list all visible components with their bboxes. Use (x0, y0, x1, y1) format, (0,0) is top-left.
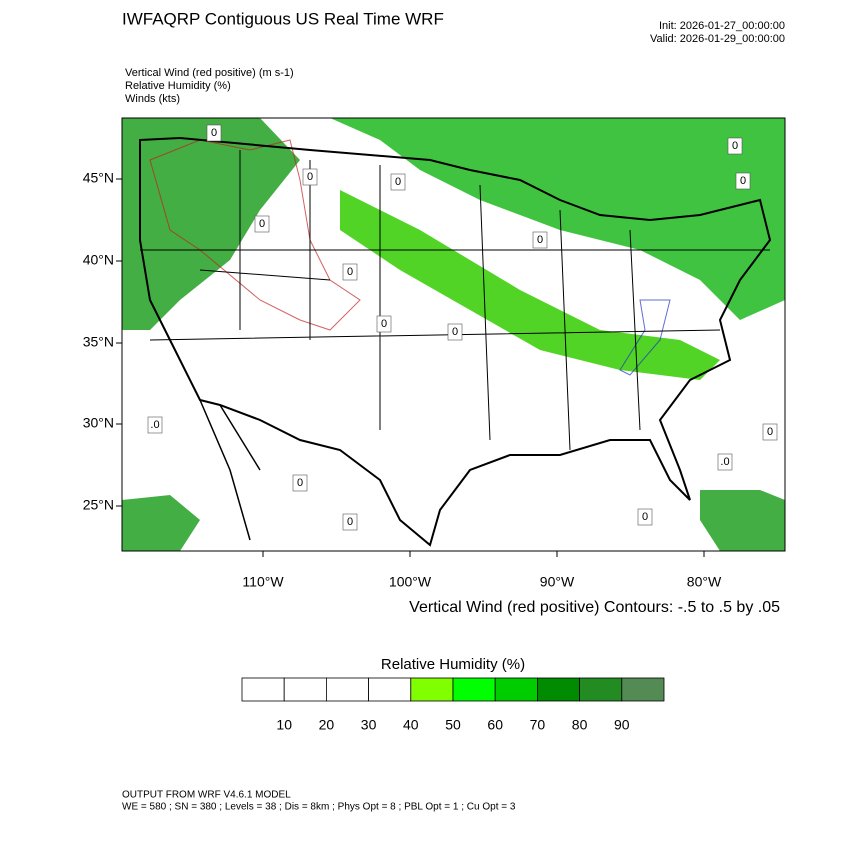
colorbar-tick-label: 60 (487, 717, 503, 733)
lon-label: 80°W (687, 574, 722, 590)
contour-label: 0 (537, 234, 543, 246)
contour-label: 0 (211, 127, 217, 139)
contour-label: 0 (767, 426, 773, 438)
vertical-wind (149, 139, 361, 331)
lat-label: 30°N (83, 415, 114, 431)
colorbar-swatch (410, 677, 454, 702)
colorbar-tick-label: 90 (614, 717, 630, 733)
contour-label-box (376, 315, 392, 333)
contour-label-box (254, 215, 270, 233)
contour-label: .0 (720, 456, 729, 468)
coastline (199, 399, 261, 541)
colorbar-swatch (537, 677, 581, 702)
contour-label-box (637, 508, 653, 526)
contour-label-box (292, 474, 308, 492)
valid-time: Valid: 2026-01-29_00:00:00 (650, 33, 785, 45)
footer: OUTPUT FROM WRF V4.6.1 MODEL (122, 790, 291, 801)
colorbar-swatch (494, 677, 538, 702)
state-borders (140, 150, 770, 451)
contour-label-box (735, 172, 751, 190)
lat-label: 25°N (83, 497, 114, 513)
humidity-area (330, 118, 785, 320)
contour-label-box (342, 513, 358, 531)
contour-label: 0 (307, 171, 313, 183)
colorbar-swatch (621, 677, 665, 702)
contour-label-box (206, 124, 222, 142)
contour-label: .0 (150, 419, 159, 431)
title: IWFAQRP Contiguous US Real Time WRF (122, 9, 444, 28)
init-time: Init: 2026-01-27_00:00:00 (659, 20, 785, 32)
contour-label: 0 (732, 140, 738, 152)
contour-label: 0 (259, 218, 265, 230)
colorbar-swatch (368, 677, 412, 702)
colorbar-swatch (283, 677, 327, 702)
colorbar-tick-label: 30 (361, 717, 377, 733)
contour-label: 0 (395, 176, 401, 188)
vertical-wind (619, 299, 671, 376)
map (121, 117, 786, 552)
footer: WE = 580 ; SN = 380 ; Levels = 38 ; Dis … (122, 802, 516, 813)
humidity-area (700, 490, 785, 551)
contour-label-box (532, 231, 548, 249)
lat-label: 40°N (83, 252, 114, 268)
lat-label: 45°N (83, 170, 114, 186)
lon-label: 90°W (540, 574, 575, 590)
contour-label: 0 (642, 511, 648, 523)
humidity-area (340, 190, 720, 380)
humidity-area (122, 495, 200, 551)
contour-label-box (390, 173, 406, 191)
contour-label-box (762, 423, 778, 441)
colorbar-swatch (325, 677, 369, 702)
humidity-area (122, 118, 300, 330)
lat-label: 35°N (83, 334, 114, 350)
contour-label-box (342, 263, 358, 281)
colorbar-swatch (579, 677, 623, 702)
contour-label: 0 (740, 175, 746, 187)
contour-info: Vertical Wind (red positive) Contours: -… (409, 599, 780, 616)
colorbar-tick-label: 10 (276, 717, 292, 733)
field-label: Relative Humidity (%) (125, 80, 231, 92)
contour-label-box (302, 168, 318, 186)
contour-label: 0 (347, 266, 353, 278)
colorbar-title: Relative Humidity (%) (381, 656, 525, 673)
colorbar-tick-label: 40 (403, 717, 419, 733)
contour-label: 0 (452, 326, 458, 338)
contour-label: 0 (347, 516, 353, 528)
contour-label: 0 (381, 318, 387, 330)
contour-label-box (717, 453, 733, 471)
lon-label: 100°W (389, 574, 432, 590)
colorbar-tick-label: 80 (572, 717, 588, 733)
colorbar-swatch (241, 677, 285, 702)
contour-label: 0 (297, 477, 303, 489)
contour-label-box (447, 323, 463, 341)
coastline (139, 136, 772, 547)
contour-label-box (727, 137, 743, 155)
colorbar-tick-label: 20 (319, 717, 335, 733)
colorbar-tick-label: 70 (530, 717, 546, 733)
contour-label-box (147, 416, 163, 434)
colorbar-swatch (452, 677, 496, 702)
field-label: Winds (kts) (125, 93, 180, 105)
map-frame (121, 117, 786, 552)
colorbar-tick-label: 50 (445, 717, 461, 733)
lon-label: 110°W (242, 574, 284, 590)
field-label: Vertical Wind (red positive) (m s-1) (125, 67, 294, 79)
